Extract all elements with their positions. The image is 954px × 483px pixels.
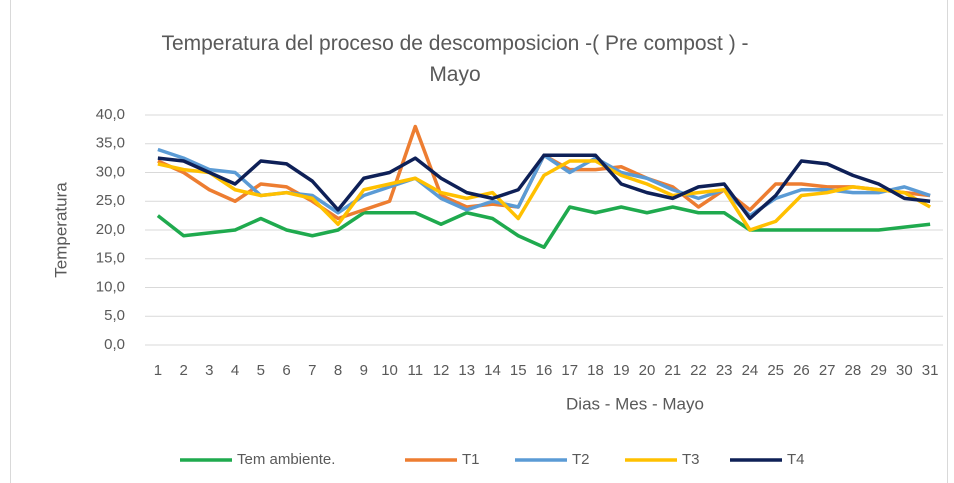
x-tick-label: 31 <box>922 362 939 379</box>
x-tick-label: 29 <box>870 362 887 379</box>
series-line <box>157 159 931 232</box>
x-tick-label: 12 <box>433 362 450 379</box>
legend-label: T4 <box>787 451 805 468</box>
x-tick-label: 4 <box>231 362 239 379</box>
y-tick-label: 25,0 <box>96 192 125 209</box>
chart-title: Temperatura del proceso de descomposicio… <box>161 32 749 86</box>
x-tick-label: 16 <box>536 362 553 379</box>
legend-label: T3 <box>682 451 700 468</box>
x-tick-label: 25 <box>767 362 784 379</box>
y-tick-label: 35,0 <box>96 135 125 152</box>
series-line <box>157 153 931 221</box>
x-tick-label: 5 <box>257 362 265 379</box>
y-tick-label: 0,0 <box>104 336 125 353</box>
x-tick-label: 6 <box>282 362 290 379</box>
legend-label: T2 <box>572 451 590 468</box>
x-tick-label: 10 <box>381 362 398 379</box>
chart-border <box>10 0 948 483</box>
x-tick-label: 1 <box>154 362 162 379</box>
y-tick-label: 40,0 <box>96 106 125 123</box>
x-tick-label: 8 <box>334 362 342 379</box>
legend-label: T1 <box>462 451 480 468</box>
y-tick-label: 10,0 <box>96 278 125 295</box>
x-tick-label: 11 <box>408 362 424 379</box>
series-line <box>156 205 931 249</box>
x-tick-label: 15 <box>510 362 527 379</box>
legend-label: Tem ambiente. <box>237 451 335 468</box>
y-tick-label: 20,0 <box>96 221 125 238</box>
y-tick-label: 5,0 <box>104 307 125 324</box>
y-tick-label: 15,0 <box>96 250 125 267</box>
x-tick-label: 27 <box>819 362 836 379</box>
y-tick-label: 30,0 <box>96 163 125 180</box>
series-line <box>157 147 931 218</box>
x-tick-label: 23 <box>716 362 733 379</box>
x-tick-label: 18 <box>587 362 604 379</box>
x-tick-label: 3 <box>205 362 213 379</box>
x-tick-label: 9 <box>360 362 368 379</box>
y-axis-title: Temperatura <box>51 182 70 278</box>
x-tick-label: 19 <box>613 362 630 379</box>
x-tick-label: 24 <box>742 362 759 379</box>
x-tick-label: 21 <box>664 362 681 379</box>
x-tick-label: 14 <box>484 362 501 379</box>
x-tick-label: 22 <box>690 362 707 379</box>
x-tick-label: 26 <box>793 362 810 379</box>
x-tick-label: 13 <box>458 362 475 379</box>
x-tick-label: 20 <box>639 362 656 379</box>
x-tick-label: 30 <box>896 362 913 379</box>
x-tick-label: 7 <box>308 362 316 379</box>
x-tick-label: 28 <box>845 362 862 379</box>
x-tick-label: 2 <box>179 362 187 379</box>
x-tick-label: 17 <box>561 362 578 379</box>
x-axis-title: Dias - Mes - Mayo <box>566 394 704 413</box>
